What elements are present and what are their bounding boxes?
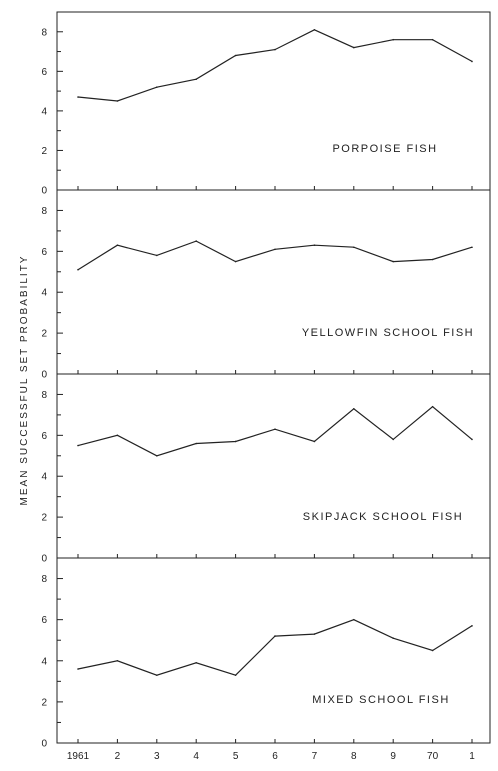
panel-title: YELLOWFIN SCHOOL FISH: [302, 327, 474, 339]
data-point: [313, 440, 316, 443]
series-line: [77, 405, 473, 457]
series-line: [77, 619, 473, 676]
panel-title: SKIPJACK SCHOOL FISH: [303, 511, 463, 523]
panel-frame: [56, 11, 491, 191]
data-point: [431, 38, 434, 41]
data-point: [156, 254, 158, 257]
data-point: [274, 428, 276, 431]
y-tick-label: 4: [41, 656, 47, 667]
panel-2: 0 2 4 6 8 YELLOWFIN SCHOOL FISH: [41, 189, 491, 381]
data-point: [116, 100, 119, 102]
panel-3: 0 2 4 6 8 SKIPJACK SCHOOL FISH: [41, 373, 491, 565]
x-tick-label: 3: [154, 751, 160, 762]
series-line: [77, 29, 473, 102]
y-tick-label: 4: [41, 472, 47, 483]
data-point: [392, 637, 395, 639]
data-point: [234, 54, 237, 57]
y-tick-label: 6: [41, 247, 47, 258]
y-tick-label: 0: [41, 554, 47, 565]
x-tick-label: 6: [272, 751, 278, 762]
data-point: [116, 244, 119, 246]
y-tick-label: 0: [41, 370, 47, 381]
x-tick-label: 5: [233, 751, 239, 762]
y-tick-label: 6: [41, 615, 47, 626]
y-tick-label: 8: [41, 574, 47, 585]
data-point: [274, 635, 276, 637]
y-tick-label: 6: [41, 67, 47, 78]
panel-title: MIXED SCHOOL FISH: [312, 694, 450, 706]
data-point: [353, 407, 355, 410]
data-point: [234, 440, 237, 443]
data-point: [313, 29, 316, 31]
data-point: [195, 442, 197, 445]
data-point: [392, 438, 395, 441]
data-point: [274, 248, 276, 251]
data-point: [392, 260, 395, 263]
x-axis: 1961 2 3 4 5 6 7 8 9 70 1: [67, 751, 475, 762]
data-point: [77, 96, 79, 98]
data-point: [313, 633, 316, 635]
data-point: [234, 260, 237, 263]
data-point: [431, 405, 434, 408]
x-tick-label: 1961: [67, 751, 90, 762]
data-point: [471, 246, 473, 249]
data-point: [116, 659, 119, 662]
y-tick-label: 2: [41, 146, 47, 157]
data-point: [234, 674, 237, 676]
x-tick-label: 7: [312, 751, 318, 762]
panel-frame: [56, 189, 491, 375]
x-tick-label: 70: [427, 751, 439, 762]
data-point: [156, 454, 158, 457]
data-point: [77, 668, 79, 670]
x-tick-label: 9: [390, 751, 396, 762]
y-tick-label: 2: [41, 329, 47, 340]
panel-4: 0 2 4 6 8 MIXED SCHOOL FISH: [41, 557, 491, 750]
y-tick-label: 6: [41, 431, 47, 442]
data-point: [392, 38, 395, 41]
y-tick-label: 4: [41, 288, 47, 299]
y-tick-label: 8: [41, 27, 47, 38]
data-point: [195, 662, 197, 664]
y-tick-label: 8: [41, 206, 47, 217]
data-point: [274, 48, 276, 51]
data-point: [77, 268, 79, 271]
panel-title: PORPOISE FISH: [332, 143, 437, 155]
y-axis-label: MEAN SUCCESSFUL SET PROBABILITY: [19, 255, 30, 506]
data-point: [353, 46, 355, 49]
y-tick-label: 4: [41, 106, 47, 117]
data-point: [471, 60, 473, 63]
data-point: [313, 244, 316, 246]
data-point: [431, 258, 434, 261]
data-point: [353, 246, 355, 249]
y-tick-label: 0: [41, 186, 47, 197]
x-tick-label: 2: [115, 751, 121, 762]
x-tick-label: 1: [469, 751, 475, 762]
panel-frame: [56, 373, 491, 559]
data-point: [471, 625, 473, 627]
x-tick-label: 4: [193, 751, 199, 762]
panel-frame: [56, 557, 491, 744]
data-point: [471, 438, 473, 441]
data-point: [353, 618, 355, 621]
series-line: [77, 240, 473, 271]
y-tick-label: 0: [41, 739, 47, 750]
x-tick-label: 8: [351, 751, 357, 762]
panels-group: 0 2 4 6 8 PORPOISE FISH 0 2 4 6 8 YELLOWFIN SCHOOL …: [41, 11, 491, 750]
data-point: [431, 649, 434, 652]
data-point: [77, 444, 79, 447]
data-point: [156, 86, 158, 88]
panel-1: 0 2 4 6 8 PORPOISE FISH: [41, 11, 491, 197]
data-point: [156, 674, 158, 676]
y-tick-label: 8: [41, 390, 47, 401]
data-point: [195, 78, 197, 81]
data-point: [195, 240, 197, 242]
data-point: [116, 434, 119, 437]
y-tick-label: 2: [41, 513, 47, 524]
y-tick-label: 2: [41, 697, 47, 708]
